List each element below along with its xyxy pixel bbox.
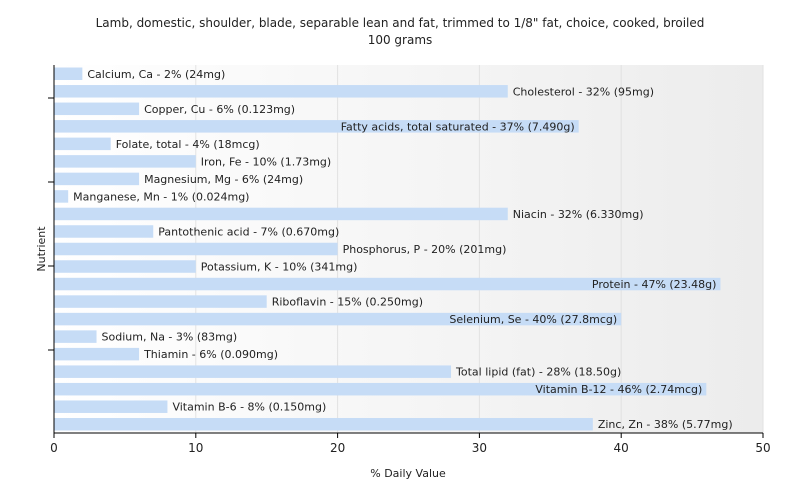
x-tick-label: 0 — [50, 441, 58, 455]
bar-label: Riboflavin - 15% (0.250mg) — [272, 296, 423, 309]
bar — [54, 295, 267, 308]
bar — [54, 155, 196, 168]
bars — [54, 67, 721, 431]
bar — [54, 120, 579, 133]
bar — [54, 225, 154, 238]
bar — [54, 190, 69, 203]
bar-label: Cholesterol - 32% (95mg) — [513, 85, 654, 98]
bar-label: Iron, Fe - 10% (1.73mg) — [201, 155, 331, 168]
bar-label: Sodium, Na - 3% (83mg) — [102, 331, 238, 344]
bar — [54, 312, 622, 326]
bar — [54, 85, 508, 98]
bar-label: Protein - 47% (23.48g) — [592, 278, 717, 291]
bar-label: Total lipid (fat) - 28% (18.50g) — [455, 366, 621, 379]
bar-labels: Calcium, Ca - 2% (24mg) Cholesterol - 32%… — [73, 68, 732, 431]
y-axis-label: Nutrient — [35, 226, 48, 272]
bar-label: Folate, total - 4% (18mcg) — [116, 138, 260, 151]
x-tick-label: 50 — [755, 441, 770, 455]
bar — [54, 172, 140, 186]
bar — [54, 382, 707, 396]
x-tick-label: 10 — [188, 441, 203, 455]
bar-label: Phosphorus, P - 20% (201mg) — [343, 243, 507, 256]
x-tick-label: 30 — [472, 441, 487, 455]
bar-label: Vitamin B-12 - 46% (2.74mcg) — [535, 383, 702, 396]
bar-label: Calcium, Ca - 2% (24mg) — [87, 68, 225, 81]
bar — [54, 400, 168, 413]
bar — [54, 417, 593, 431]
chart-title: Lamb, domestic, shoulder, blade, separab… — [96, 16, 705, 30]
bar-label: Fatty acids, total saturated - 37% (7.49… — [341, 120, 575, 133]
bar-label: Thiamin - 6% (0.090mg) — [143, 348, 278, 361]
bar — [54, 365, 452, 378]
bar-label: Magnesium, Mg - 6% (24mg) — [144, 173, 303, 186]
bar-label: Pantothenic acid - 7% (0.670mg) — [158, 225, 339, 238]
bar-label: Selenium, Se - 40% (27.8mcg) — [449, 313, 617, 326]
x-axis-label: % Daily Value — [370, 467, 446, 480]
bar-label: Niacin - 32% (6.330mg) — [513, 208, 644, 221]
bar — [54, 102, 140, 116]
x-tick-label: 40 — [614, 441, 629, 455]
axes — [48, 65, 764, 438]
bar — [54, 330, 97, 343]
bar-label: Vitamin B-6 - 8% (0.150mg) — [172, 401, 326, 414]
bar — [54, 242, 338, 256]
chart-subtitle: 100 grams — [368, 33, 433, 47]
bar — [54, 207, 508, 221]
bar — [54, 260, 196, 273]
bar — [54, 67, 83, 81]
bar-label: Potassium, K - 10% (341mg) — [201, 261, 358, 274]
bar — [54, 137, 111, 151]
bar — [54, 347, 140, 361]
x-tick-labels: 0 10 20 30 40 50 — [50, 441, 770, 455]
bar — [54, 277, 721, 291]
x-tick-label: 20 — [330, 441, 345, 455]
bar-label: Zinc, Zn - 38% (5.77mg) — [598, 418, 733, 431]
bar-label: Copper, Cu - 6% (0.123mg) — [144, 103, 295, 116]
bar-label: Manganese, Mn - 1% (0.024mg) — [73, 190, 249, 203]
